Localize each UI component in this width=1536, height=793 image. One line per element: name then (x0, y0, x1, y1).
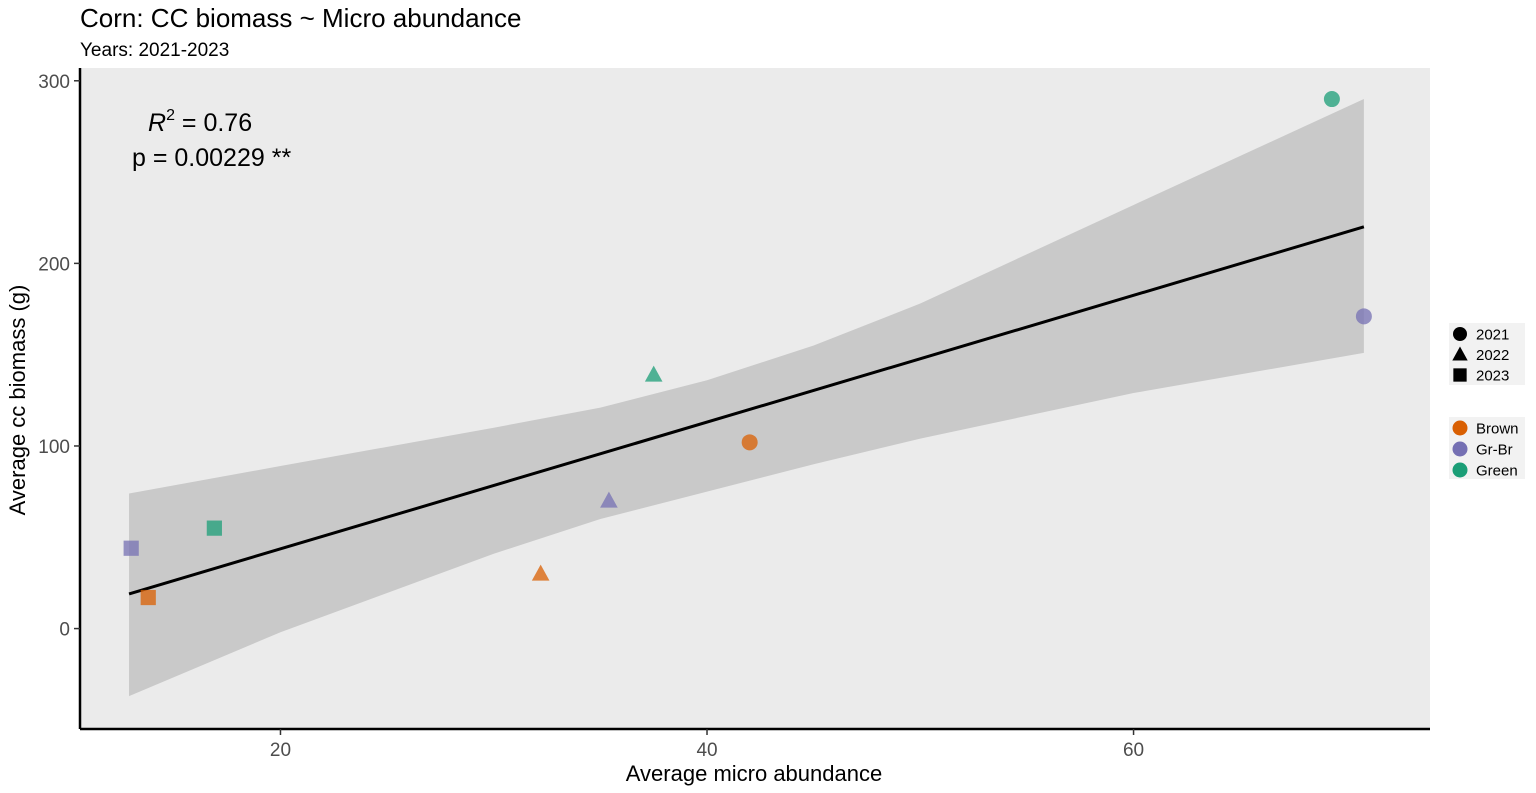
legend-label: 2023 (1476, 368, 1509, 385)
data-point (123, 540, 139, 556)
data-point (1355, 308, 1372, 325)
axes: 20 40 60 0 100 200 300 (38, 68, 1430, 761)
p-value-annotation: p = 0.00229 ** (132, 144, 291, 172)
legend-label: Brown (1476, 421, 1519, 438)
y-tick-label: 300 (38, 72, 70, 93)
legend-label: Green (1476, 463, 1518, 480)
confidence-band (129, 99, 1364, 697)
legend-color-brown (1452, 420, 1468, 436)
y-tick-label: 200 (38, 254, 70, 275)
x-tick-label: 20 (270, 740, 291, 761)
data-point (206, 520, 222, 536)
legend-shape-2022 (1452, 346, 1468, 361)
x-tick-label: 60 (1123, 740, 1144, 761)
legend-label: Gr-Br (1476, 442, 1513, 459)
y-tick-label: 0 (59, 620, 70, 641)
data-points-layer (123, 91, 1372, 606)
data-point (644, 365, 663, 382)
legend-shape-2021 (1453, 327, 1467, 341)
y-axis-title: Average cc biomass (g) (5, 285, 30, 516)
legend-shape-2023 (1453, 368, 1467, 382)
legend: 2021 2022 2023 Brown Gr-Br Green (1449, 323, 1525, 480)
data-point (531, 564, 550, 581)
r-squared-annotation: R2 = 0.76 (148, 107, 252, 137)
x-axis-title: Average micro abundance (626, 761, 882, 786)
fit-line-layer (128, 225, 1365, 596)
legend-color-gr-br (1452, 441, 1468, 457)
legend-label: 2021 (1476, 327, 1509, 344)
regression-line (128, 225, 1365, 596)
data-point (600, 491, 618, 508)
legend-color-green (1452, 462, 1468, 478)
data-point (140, 589, 156, 606)
confidence-band-layer (129, 99, 1364, 697)
legend-label: 2022 (1476, 347, 1509, 364)
chart-title: Corn: CC biomass ~ Micro abundance (80, 3, 522, 33)
chart-subtitle: Years: 2021-2023 (80, 40, 230, 61)
data-point (1323, 91, 1340, 108)
data-point (741, 434, 758, 451)
x-tick-label: 40 (696, 740, 717, 761)
y-tick-label: 100 (38, 437, 70, 458)
